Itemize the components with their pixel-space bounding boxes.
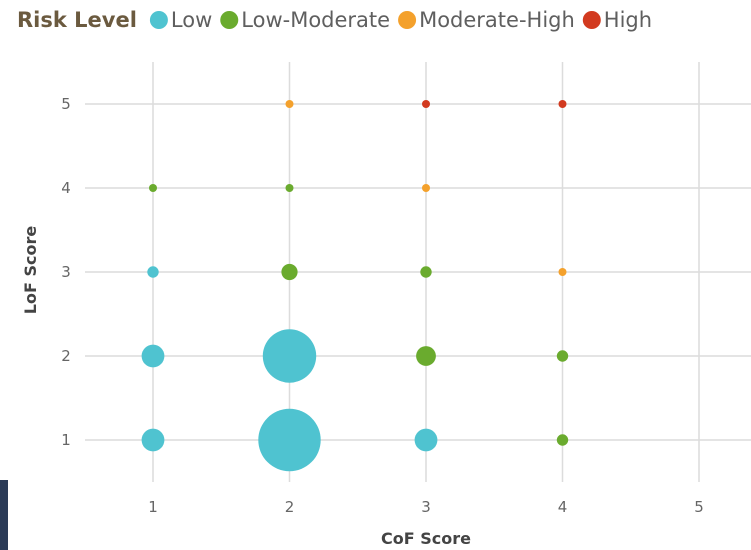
bubble-low[interactable] [141, 344, 165, 368]
y-tick-label: 5 [61, 95, 71, 113]
bubble-low-moderate[interactable] [285, 184, 294, 192]
bubble-high[interactable] [422, 100, 430, 108]
bubble-low-moderate[interactable] [416, 346, 436, 366]
x-tick-label: 4 [558, 498, 568, 516]
legend-label: Low [171, 8, 212, 32]
bubble-low[interactable] [141, 428, 165, 452]
bubble-low[interactable] [262, 329, 317, 383]
bubble-low-moderate[interactable] [149, 184, 157, 192]
legend-label: Moderate-High [419, 8, 575, 32]
legend-label: High [604, 8, 652, 32]
bubble-low-moderate[interactable] [420, 266, 432, 278]
legend-marker [220, 11, 239, 29]
bubble-low[interactable] [414, 428, 438, 452]
data-points [141, 100, 569, 472]
y-tick-label: 1 [61, 431, 71, 449]
legend-marker [582, 11, 601, 29]
corner-edge-mark [0, 480, 8, 550]
legend-marker [398, 11, 417, 29]
y-tick-label: 4 [61, 179, 71, 197]
x-tick-label: 3 [421, 498, 431, 516]
bubble-low-moderate[interactable] [281, 263, 298, 281]
grid [85, 62, 751, 482]
bubble-low[interactable] [147, 266, 159, 278]
bubble-moderate-high[interactable] [558, 268, 567, 276]
y-axis-title: LoF Score [21, 226, 40, 315]
bubble-low-moderate[interactable] [556, 434, 569, 446]
legend-label: Low-Moderate [241, 8, 390, 32]
bubble-low-moderate[interactable] [556, 350, 569, 362]
x-axis-title: CoF Score [381, 529, 471, 548]
x-tick-label: 2 [285, 498, 295, 516]
legend-marker [149, 11, 168, 29]
x-tick-label: 1 [148, 498, 158, 516]
x-tick-label: 5 [694, 498, 704, 516]
y-tick-label: 2 [61, 347, 71, 365]
bubble-moderate-high[interactable] [285, 100, 294, 108]
axis-ticks: 1 2 3 4 5 1 2 3 4 5 [61, 95, 704, 516]
bubble-low[interactable] [258, 408, 321, 472]
bubble-high[interactable] [558, 100, 567, 108]
bubble-moderate-high[interactable] [422, 184, 430, 192]
y-tick-label: 3 [61, 263, 71, 281]
legend-title: Risk Level [17, 8, 137, 32]
legend: Risk Level Low Low-Moderate Moderate-High Hi… [17, 8, 652, 32]
